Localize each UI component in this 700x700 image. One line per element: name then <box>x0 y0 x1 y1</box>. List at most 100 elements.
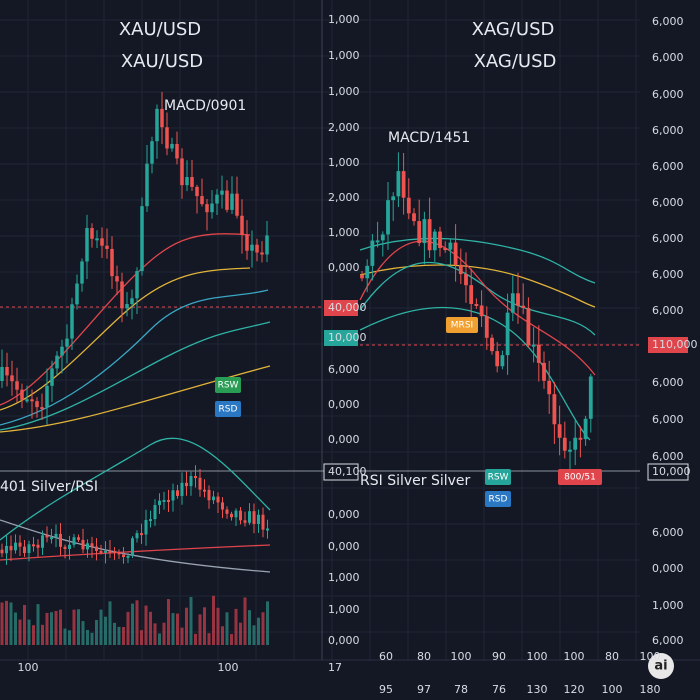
x-label: 100 <box>527 650 548 663</box>
candle-body <box>245 234 249 251</box>
x-label: 76 <box>492 683 506 696</box>
candle-body <box>36 544 40 548</box>
candle-body <box>140 533 143 536</box>
volume-bar <box>90 632 94 645</box>
x-label: 100 <box>640 650 661 663</box>
price-tag <box>324 300 358 316</box>
title: XAG/USD <box>472 19 555 40</box>
badge-bg <box>558 469 602 485</box>
volume-bar <box>81 621 85 645</box>
price-tag <box>323 463 359 481</box>
volume-bar <box>180 627 184 645</box>
badge-bg <box>485 491 511 507</box>
candle-body <box>484 316 489 338</box>
candle-body <box>536 344 541 363</box>
candle-body <box>189 476 193 487</box>
candle-body <box>90 543 94 547</box>
x-label: 100 <box>218 661 239 674</box>
candle-body <box>588 376 593 419</box>
candle-body <box>185 177 189 186</box>
candle-body <box>220 190 224 195</box>
badge: RSD <box>489 495 508 505</box>
candle-body <box>190 177 194 187</box>
candle-body <box>195 186 199 197</box>
axis-label: 1,000 <box>328 603 360 616</box>
volume-bar <box>113 622 116 645</box>
candle-body <box>438 231 442 249</box>
candle-body <box>171 490 175 501</box>
candle-body <box>70 304 74 339</box>
candle-body <box>167 499 170 502</box>
axis-label: 0,000 <box>652 562 684 575</box>
volume-bar <box>140 630 143 645</box>
volume-bar <box>252 625 256 645</box>
axis-label: 6,000 <box>652 196 684 209</box>
volume-bar <box>185 607 188 645</box>
axis-label: 40,000 <box>328 301 367 314</box>
candle-body <box>432 231 437 251</box>
candle-body <box>464 274 468 286</box>
candle-body <box>260 252 264 255</box>
candle-body <box>252 511 256 524</box>
candle-body <box>108 550 112 553</box>
candle-body <box>406 197 411 214</box>
candle-body <box>573 437 578 450</box>
candle-body <box>265 235 269 255</box>
volume-bar <box>266 601 269 645</box>
candle-body <box>81 539 85 550</box>
badge-bg <box>215 377 241 393</box>
badge-bg <box>215 401 241 417</box>
candle-body <box>412 213 416 222</box>
candle-body <box>72 537 76 545</box>
volume-bar <box>212 595 215 645</box>
candle-body <box>578 437 583 440</box>
candle-body <box>234 510 238 518</box>
candle-body <box>162 499 166 502</box>
axis-label: 6,000 <box>652 634 684 647</box>
candle-body <box>562 437 567 451</box>
candle-body <box>45 535 49 538</box>
volume-bar <box>198 614 202 645</box>
volume-bar <box>144 605 148 645</box>
candle-body <box>125 304 129 309</box>
axis-label: 1,000 <box>328 13 360 26</box>
candle-body <box>221 502 224 510</box>
candle-body <box>50 537 53 540</box>
volume-bar <box>261 612 265 645</box>
candle-body <box>130 298 134 305</box>
volume-bar <box>167 599 170 645</box>
candle-body <box>552 394 557 425</box>
candle-body <box>521 305 526 308</box>
volume-bar <box>68 630 71 645</box>
candle-body <box>50 368 54 386</box>
candle-body <box>401 171 406 198</box>
candle-body <box>176 490 179 496</box>
axis-label: 6,000 <box>652 51 684 64</box>
candle-body <box>60 346 64 356</box>
candle-body <box>144 519 148 535</box>
x-label: 180 <box>640 683 661 696</box>
axis-label: 10,000 <box>328 331 367 344</box>
candle-body <box>160 108 164 128</box>
volume-bar <box>257 617 260 645</box>
candle-body <box>170 143 174 149</box>
candle-body <box>261 514 265 530</box>
candle-body <box>77 537 80 540</box>
candle-body <box>230 513 233 518</box>
candle-body <box>458 264 463 275</box>
candle-body <box>68 544 71 550</box>
x-label: 100 <box>602 683 623 696</box>
candle-body <box>105 245 109 249</box>
candle-body <box>547 380 552 395</box>
candle-body <box>205 204 209 213</box>
candle-body <box>531 344 536 347</box>
candle-body <box>85 228 89 262</box>
volume-bar <box>207 633 211 645</box>
volume-bar <box>225 612 229 645</box>
candle-body <box>474 303 479 306</box>
candle-body <box>153 505 157 520</box>
volume-bar <box>36 604 40 645</box>
axis-label: 6,000 <box>652 232 684 245</box>
axis-label: 0,000 <box>328 398 360 411</box>
